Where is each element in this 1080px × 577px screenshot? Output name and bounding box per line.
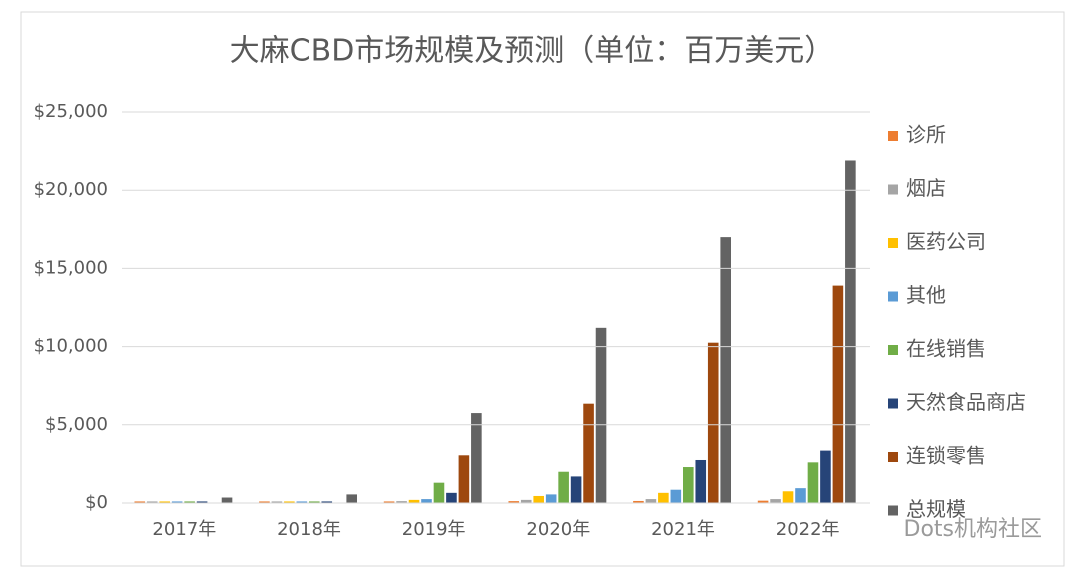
- x-tick-label: 2017年: [152, 519, 216, 540]
- bar: [670, 489, 682, 503]
- y-tick-label: $0: [85, 492, 108, 513]
- x-tick-label: 2022年: [776, 519, 840, 540]
- bar: [433, 482, 445, 503]
- bar: [633, 500, 644, 503]
- bar: [159, 501, 170, 503]
- bar: [146, 501, 158, 503]
- chart-border: [20, 11, 1065, 567]
- bar: [396, 501, 407, 503]
- legend-label: 在线销售: [906, 337, 986, 361]
- bar: [795, 488, 806, 503]
- bar: [321, 501, 333, 503]
- bar: [583, 403, 594, 503]
- bar: [296, 501, 308, 503]
- y-tick-label: $20,000: [34, 179, 108, 200]
- legend-swatch: [888, 238, 898, 248]
- bar: [383, 501, 395, 503]
- bar: [408, 499, 420, 503]
- legend-label: 其他: [906, 283, 946, 307]
- legend-label: 烟店: [906, 176, 946, 200]
- bar: [171, 501, 183, 503]
- bar: [471, 413, 482, 503]
- bar: [683, 467, 694, 503]
- bar: [184, 501, 195, 503]
- bar: [421, 499, 432, 503]
- x-tick-label: 2019年: [402, 519, 466, 540]
- chart-title: 大麻CBD市场规模及预测（单位：百万美元）: [230, 34, 835, 69]
- bar: [695, 459, 707, 503]
- x-tick-label: 2020年: [526, 519, 590, 540]
- bar: [508, 501, 520, 503]
- bar: [570, 476, 582, 503]
- y-tick-label: $10,000: [34, 336, 108, 357]
- watermark: Dots机构社区: [904, 517, 1043, 542]
- bar: [558, 471, 569, 503]
- bar: [545, 494, 557, 503]
- y-tick-label: $15,000: [34, 257, 108, 278]
- legend-label: 连锁零售: [906, 444, 986, 468]
- legend-swatch: [888, 131, 898, 141]
- bar: [595, 327, 607, 503]
- bar: [446, 492, 457, 503]
- legend-swatch: [888, 184, 898, 195]
- bar: [346, 494, 357, 503]
- legend-label: 医药公司: [906, 230, 986, 254]
- x-tick-label: 2021年: [651, 519, 715, 540]
- legend-label: 天然食品商店: [906, 390, 1026, 414]
- bar: [196, 501, 208, 503]
- y-tick-label: $5,000: [45, 414, 108, 435]
- legend-swatch: [888, 505, 898, 516]
- bar: [845, 160, 856, 503]
- legend-swatch: [888, 345, 898, 355]
- bar: [284, 501, 295, 503]
- legend-swatch: [888, 452, 898, 462]
- bar: [533, 495, 544, 503]
- y-tick-label: $25,000: [34, 101, 108, 122]
- legend-label: 总规模: [906, 497, 966, 521]
- bar: [658, 492, 669, 503]
- bar: [757, 500, 769, 503]
- bar: [271, 501, 283, 503]
- bar: [720, 237, 731, 503]
- legend-swatch: [888, 398, 898, 409]
- bar: [134, 501, 146, 503]
- bar: [807, 462, 819, 503]
- bar: [259, 501, 270, 503]
- bar: [782, 491, 794, 503]
- x-tick-label: 2018年: [277, 519, 341, 540]
- legend-label: 诊所: [906, 123, 946, 147]
- bar: [770, 499, 781, 503]
- bar: [820, 450, 831, 503]
- bar: [520, 499, 532, 503]
- bar: [832, 285, 844, 503]
- bar: [309, 501, 320, 503]
- bar: [458, 455, 470, 503]
- legend-swatch: [888, 291, 898, 302]
- bar: [707, 342, 719, 503]
- bar: [221, 497, 233, 503]
- bar: [645, 499, 657, 503]
